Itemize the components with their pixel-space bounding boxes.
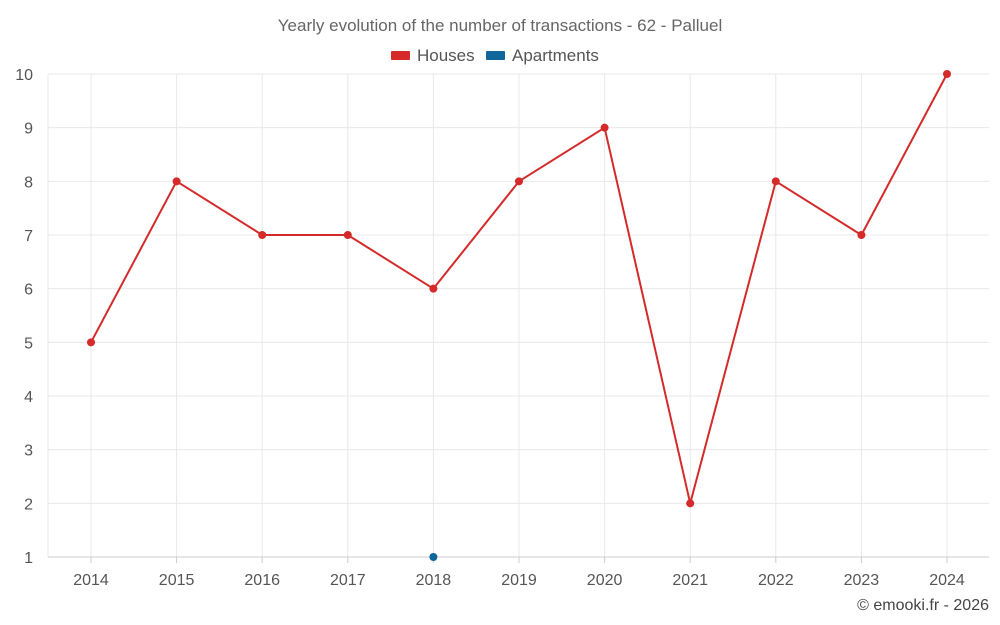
x-tick-label-2018: 2018 (416, 572, 452, 589)
legend-item-houses[interactable]: Houses (391, 46, 475, 65)
data-point-apartments-2018[interactable] (429, 553, 438, 561)
data-point-houses-2024[interactable] (943, 70, 951, 78)
legend-label-houses: Houses (417, 46, 475, 65)
x-tick-label-2024: 2024 (929, 572, 965, 589)
legend-swatch-houses (391, 51, 410, 60)
x-tick-label-2021: 2021 (672, 572, 708, 589)
y-axis-ticks: 1 2 3 4 5 6 7 8 9 10 (15, 67, 33, 567)
credit-text: © emooki.fr - 2026 (857, 597, 989, 614)
y-tick-label-3: 3 (24, 443, 33, 460)
data-point-houses-2018[interactable] (429, 284, 438, 293)
y-tick-label-7: 7 (24, 228, 33, 245)
y-tick-label-10: 10 (15, 67, 33, 84)
series-layer (87, 70, 951, 561)
x-tick-label-2017: 2017 (330, 572, 366, 589)
data-point-houses-2019[interactable] (515, 177, 523, 186)
y-tick-label-5: 5 (24, 335, 33, 352)
x-tick-label-2016: 2016 (244, 572, 280, 589)
x-tick-label-2023: 2023 (844, 572, 880, 589)
legend-item-apartments[interactable]: Apartments (486, 46, 599, 65)
x-tick-label-2020: 2020 (587, 572, 623, 589)
x-tick-label-2015: 2015 (159, 572, 195, 589)
x-axis-ticks: 2014 2015 2016 2017 2018 2019 2020 2021 2022 2023… (73, 557, 965, 589)
legend[interactable]: Houses Apartments (391, 46, 599, 65)
data-point-houses-2015[interactable] (172, 177, 181, 186)
series-apartments (429, 553, 438, 561)
x-tick-label-2014: 2014 (73, 572, 109, 589)
data-point-houses-2016[interactable] (258, 231, 267, 239)
y-tick-label-2: 2 (24, 496, 33, 513)
y-tick-label-8: 8 (24, 174, 33, 191)
series-houses (87, 70, 951, 508)
y-tick-label-9: 9 (24, 121, 33, 138)
legend-label-apartments: Apartments (512, 46, 599, 65)
data-point-houses-2022[interactable] (771, 177, 780, 186)
y-tick-label-4: 4 (24, 389, 33, 406)
legend-swatch-apartments (486, 51, 505, 60)
data-point-houses-2014[interactable] (87, 338, 95, 347)
data-point-houses-2020[interactable] (600, 123, 609, 132)
grid (48, 73, 989, 557)
data-point-houses-2023[interactable] (857, 231, 866, 239)
y-tick-label-6: 6 (24, 282, 33, 299)
data-point-houses-2021[interactable] (686, 499, 695, 508)
y-tick-label-1: 1 (24, 550, 33, 567)
x-tick-label-2019: 2019 (501, 572, 537, 589)
x-tick-label-2022: 2022 (758, 572, 794, 589)
data-point-houses-2017[interactable] (343, 231, 352, 239)
chart-title: Yearly evolution of the number of transa… (278, 16, 722, 35)
